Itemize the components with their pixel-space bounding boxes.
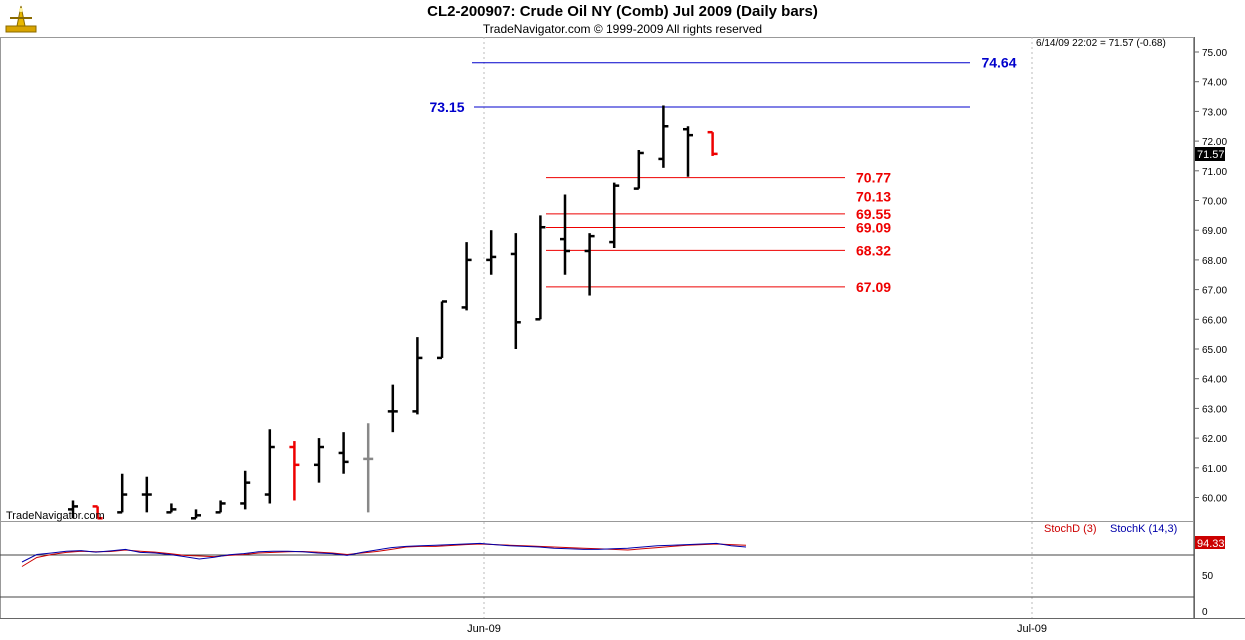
y-tick-label: 63.00 — [1202, 404, 1227, 415]
y-tick-label: 69.00 — [1202, 226, 1227, 237]
indicator-panel-frame — [0, 521, 1194, 619]
level-label: 70.77 — [856, 170, 891, 186]
level-label: 69.09 — [856, 220, 891, 236]
y-tick-label: 71.00 — [1202, 167, 1227, 178]
chart-subtitle: TradeNavigator.com © 1999-2009 All right… — [482, 22, 763, 36]
level-label: 69.55 — [856, 206, 891, 222]
level-label: 67.09 — [856, 279, 891, 295]
stoch-last-value: 94.33 — [1197, 538, 1225, 550]
y-tick-label: 66.00 — [1202, 315, 1227, 326]
last-price-tag — [1195, 147, 1225, 161]
level-label: 70.13 — [856, 189, 891, 205]
stoch-y-tick-label: 0 — [1202, 607, 1208, 618]
stoch-last-tag — [1195, 536, 1225, 549]
legend-stochd: StochD (3) — [1044, 523, 1097, 535]
watermark: TradeNavigator.com — [6, 510, 105, 522]
y-tick-label: 73.00 — [1202, 107, 1227, 118]
y-tick-label: 67.00 — [1202, 286, 1227, 297]
chart-title: CL2-200907: Crude Oil NY (Comb) Jul 2009… — [427, 3, 818, 20]
level-label: 74.64 — [981, 55, 1016, 71]
stoch-series-line — [21, 542, 747, 563]
y-tick-label: 68.00 — [1202, 256, 1227, 267]
x-label-jun: Jun-09 — [467, 623, 501, 635]
y-tick-label: 61.00 — [1202, 464, 1227, 475]
x-label-jul: Jul-09 — [1017, 623, 1047, 635]
level-label: 73.15 — [429, 99, 464, 115]
y-tick-label: 72.00 — [1202, 137, 1227, 148]
legend-stochk: StochK (14,3) — [1110, 523, 1177, 535]
stoch-series-line — [21, 543, 747, 567]
level-label: 68.32 — [856, 242, 891, 258]
y-tick-label: 64.00 — [1202, 375, 1227, 386]
stoch-y-tick-label: 50 — [1202, 571, 1214, 582]
y-tick-label: 74.00 — [1202, 78, 1227, 89]
y-tick-label: 65.00 — [1202, 345, 1227, 356]
price-panel-frame — [0, 37, 1194, 522]
y-tick-label: 75.00 — [1202, 48, 1227, 59]
y-tick-label: 62.00 — [1202, 434, 1227, 445]
y-tick-label: 60.00 — [1202, 494, 1227, 505]
y-tick-label: 70.00 — [1202, 197, 1227, 208]
last-price-value: 71.57 — [1197, 149, 1225, 161]
status-readout: 6/14/09 22:02 = 71.57 (-0.68) — [1036, 38, 1166, 49]
tradenavigator-logo-icon — [4, 4, 38, 34]
